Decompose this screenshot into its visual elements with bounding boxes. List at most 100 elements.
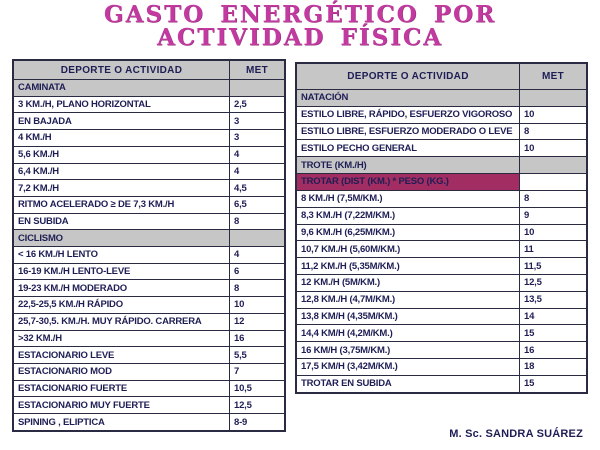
table-row: ESTACIONARIO LEVE 5,5 — [12, 346, 286, 364]
table-row: 12 KM./H (5M/KM.) 12,5 — [295, 273, 588, 292]
table-row: ESTACIONARIO MUY FUERTE 12,5 — [12, 396, 286, 415]
activity-cell: EN BAJADA — [12, 112, 230, 131]
table-row: 8,3 KM./H (7,22M/KM.) 9 — [295, 206, 588, 225]
activity-cell: TROTAR (DIST (KM.) * PESO (KG.) — [295, 173, 520, 191]
activity-cell: 11,2 KM./H (5,35M/KM.) — [295, 257, 520, 275]
met-cell: 6,5 — [229, 195, 286, 214]
activity-cell: ESTACIONARIO MOD — [12, 362, 230, 381]
table-row: 16 KM/H (3,75M/KM.) 16 — [295, 341, 588, 359]
met-cell: 18 — [519, 358, 588, 376]
table-row: >32 KM./H 16 — [12, 329, 286, 348]
activity-cell: 14,4 KM/H (4,2M/KM.) — [295, 324, 520, 343]
activity-cell: CICLISMO — [12, 229, 230, 248]
activity-cell: 9,6 KM./H (6,25M/KM.) — [295, 223, 520, 242]
table-row: EN BAJADA 3 — [12, 112, 286, 131]
met-cell — [519, 89, 588, 107]
met-cell: 8 — [519, 122, 588, 141]
table-row: 3 KM./H, PLANO HORIZONTAL 2,5 — [12, 95, 286, 114]
met-cell: 11,5 — [519, 257, 588, 275]
activity-cell: 4 KM./H — [12, 129, 230, 147]
table-row: 10,7 KM./H (5,60M/KM.) 11 — [295, 240, 588, 259]
activity-cell: 10,7 KM./H (5,60M/KM.) — [295, 240, 520, 259]
highlight-row: TROTAR (DIST (KM.) * PESO (KG.) — [295, 173, 588, 191]
activity-cell: 8,3 KM./H (7,22M/KM.) — [295, 206, 520, 225]
met-cell: 13,5 — [519, 290, 588, 309]
met-cell: 14 — [519, 307, 588, 326]
table-row: ESTACIONARIO MOD 7 — [12, 362, 286, 381]
table-row: 14,4 KM/H (4,2M/KM.) 15 — [295, 324, 588, 343]
section-row: NATACIÓN — [295, 89, 588, 107]
page-title: GASTO ENERGÉTICO POR ACTIVIDAD FÍSICA — [0, 3, 600, 49]
met-cell: 2,5 — [229, 95, 286, 114]
activity-cell: 17,5 KM/H (3,42M/KM.) — [295, 358, 520, 376]
met-cell: 16 — [229, 329, 286, 348]
activity-cell: 6,4 KM./H — [12, 162, 230, 181]
met-cell: 12,5 — [519, 273, 588, 292]
met-cell: 6 — [229, 262, 286, 281]
column-header-met: MET — [229, 59, 286, 80]
activity-cell: ESTILO LIBRE, ESFUERZO MODERADO O LEVE — [295, 122, 520, 141]
met-cell — [229, 229, 286, 248]
met-cell: 8-9 — [229, 413, 286, 432]
met-cell: 8 — [229, 212, 286, 231]
met-cell: 10,5 — [229, 379, 286, 398]
table-row: SPINING , ELIPTICA 8-9 — [12, 413, 286, 432]
activity-cell: 8 KM./H (7,5M/KM.) — [295, 189, 520, 208]
met-cell: 3 — [229, 129, 286, 147]
column-header-met: MET — [519, 62, 588, 90]
activity-cell: 5,6 KM./H — [12, 145, 230, 164]
met-cell: 4 — [229, 162, 286, 181]
activity-cell: SPINING , ELIPTICA — [12, 413, 230, 432]
table-row: ESTACIONARIO FUERTE 10,5 — [12, 379, 286, 398]
activity-cell: TROTAR EN SUBIDA — [295, 374, 520, 394]
table-row: 11,2 KM./H (5,35M/KM.) 11,5 — [295, 257, 588, 275]
page-title-line2: ACTIVIDAD FÍSICA — [157, 24, 443, 51]
met-cell: 12 — [229, 312, 286, 331]
column-header-activity: DEPORTE O ACTIVIDAD — [12, 59, 230, 80]
activity-cell: 16 KM/H (3,75M/KM.) — [295, 341, 520, 359]
table-row: 13,8 KM/H (4,35M/KM.) 14 — [295, 307, 588, 326]
page-title-line1: GASTO ENERGÉTICO POR — [103, 1, 497, 28]
met-cell: 15 — [519, 374, 588, 394]
activity-cell: RITMO ACELERADO ≥ DE 7,3 KM./H — [12, 195, 230, 214]
section-row: TROTE (KM./H) — [295, 156, 588, 175]
activity-cell: 12 KM./H (5M/KM.) — [295, 273, 520, 292]
table-row: 12,8 KM./H (4,7M/KM.) 13,5 — [295, 290, 588, 309]
activity-cell: 16-19 KM./H LENTO-LEVE — [12, 262, 230, 281]
table-row: 25,7-30,5. KM./H. MUY RÁPIDO. CARRERA 12 — [12, 312, 286, 331]
table-row: EN SUBIDA 8 — [12, 212, 286, 231]
activity-cell: TROTE (KM./H) — [295, 156, 520, 175]
activity-table-left: DEPORTE O ACTIVIDAD MET CAMINATA 3 KM./H, … — [12, 59, 286, 432]
section-row: CICLISMO — [12, 229, 286, 248]
met-cell: 12,5 — [229, 396, 286, 415]
table-row: 17,5 KM/H (3,42M/KM.) 18 — [295, 358, 588, 376]
met-cell: 9 — [519, 206, 588, 225]
met-cell: 4 — [229, 145, 286, 164]
table-row: TROTAR EN SUBIDA 15 — [295, 374, 588, 394]
activity-cell: EN SUBIDA — [12, 212, 230, 231]
table-row: 9,6 KM./H (6,25M/KM.) 10 — [295, 223, 588, 242]
header-row: DEPORTE O ACTIVIDAD MET — [12, 59, 286, 80]
activity-cell: 13,8 KM/H (4,35M/KM.) — [295, 307, 520, 326]
met-cell: 11 — [519, 240, 588, 259]
met-cell: 3 — [229, 112, 286, 131]
met-cell: 10 — [519, 105, 588, 124]
activity-cell: ESTACIONARIO LEVE — [12, 346, 230, 364]
activity-cell: 7,2 KM./H — [12, 179, 230, 197]
table-row: 7,2 KM./H 4,5 — [12, 179, 286, 197]
met-cell — [229, 79, 286, 97]
table-row: 6,4 KM./H 4 — [12, 162, 286, 181]
met-cell: 16 — [519, 341, 588, 359]
met-cell: 4,5 — [229, 179, 286, 197]
author-credit: M. Sc. SANDRA SUÁREZ — [449, 428, 583, 440]
met-cell: 8 — [229, 279, 286, 298]
activity-cell: ESTILO PECHO GENERAL — [295, 139, 520, 158]
table-row: 16-19 KM./H LENTO-LEVE 6 — [12, 262, 286, 281]
activity-cell: 12,8 KM./H (4,7M/KM.) — [295, 290, 520, 309]
table-row: ESTILO LIBRE, RÁPIDO, ESFUERZO VIGOROSO 1… — [295, 105, 588, 124]
met-cell: 10 — [519, 223, 588, 242]
met-cell: 4 — [229, 246, 286, 264]
table-row: 22,5-25,5 KM./H RÁPIDO 10 — [12, 296, 286, 314]
activity-cell: NATACIÓN — [295, 89, 520, 107]
